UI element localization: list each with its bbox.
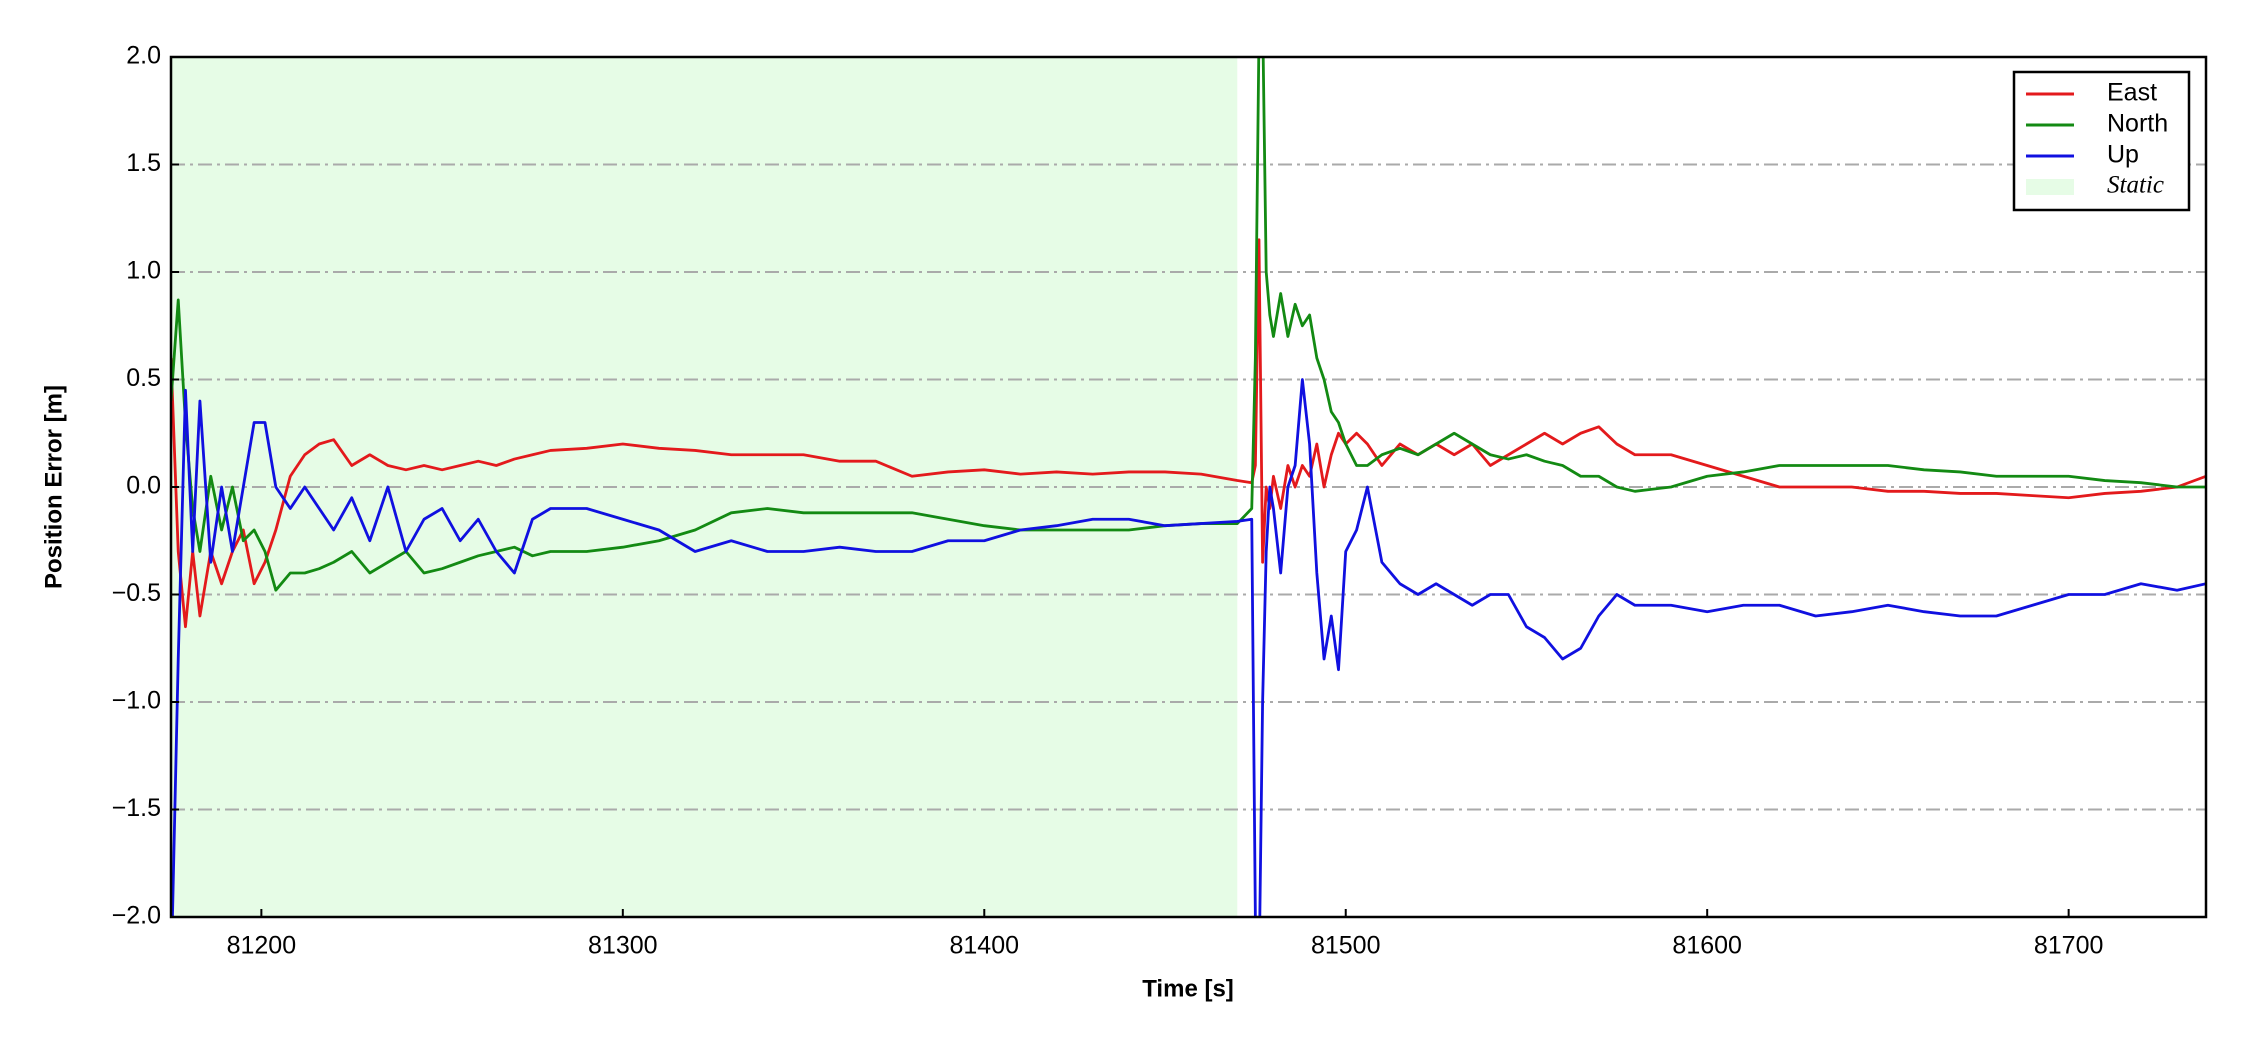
series-line <box>171 378 2206 917</box>
x-tick-label: 81600 <box>1672 932 1742 960</box>
x-tick-label: 81500 <box>1311 932 1381 960</box>
legend-label: Up <box>2107 141 2139 169</box>
y-tick-label: −1.5 <box>112 794 161 822</box>
x-tick-label: 81700 <box>2034 932 2104 960</box>
series-line <box>171 238 2206 629</box>
y-tick-label: −0.5 <box>112 579 161 607</box>
x-axis-label: Time [s] <box>1142 975 1234 1002</box>
legend-label: North <box>2107 110 2168 138</box>
legend-label: Static <box>2107 172 2164 199</box>
y-tick-label: 1.0 <box>126 257 161 285</box>
x-tick-label: 81300 <box>588 932 658 960</box>
x-tick-label: 81400 <box>950 932 1020 960</box>
y-tick-label: 0.5 <box>126 364 161 392</box>
y-tick-label: 2.0 <box>126 42 161 70</box>
y-tick-label: 0.0 <box>126 472 161 500</box>
plot-area <box>171 57 2206 917</box>
series-line <box>171 57 2206 592</box>
y-tick-label: −2.0 <box>112 902 161 930</box>
y-tick-label: −1.0 <box>112 687 161 715</box>
y-axis-label: Position Error [m] <box>40 385 67 589</box>
legend-label: East <box>2107 79 2157 107</box>
y-tick-label: 1.5 <box>126 149 161 177</box>
legend: East North Up Static <box>2012 70 2191 212</box>
legend-swatch <box>2026 179 2074 195</box>
x-tick-label: 81200 <box>227 932 297 960</box>
